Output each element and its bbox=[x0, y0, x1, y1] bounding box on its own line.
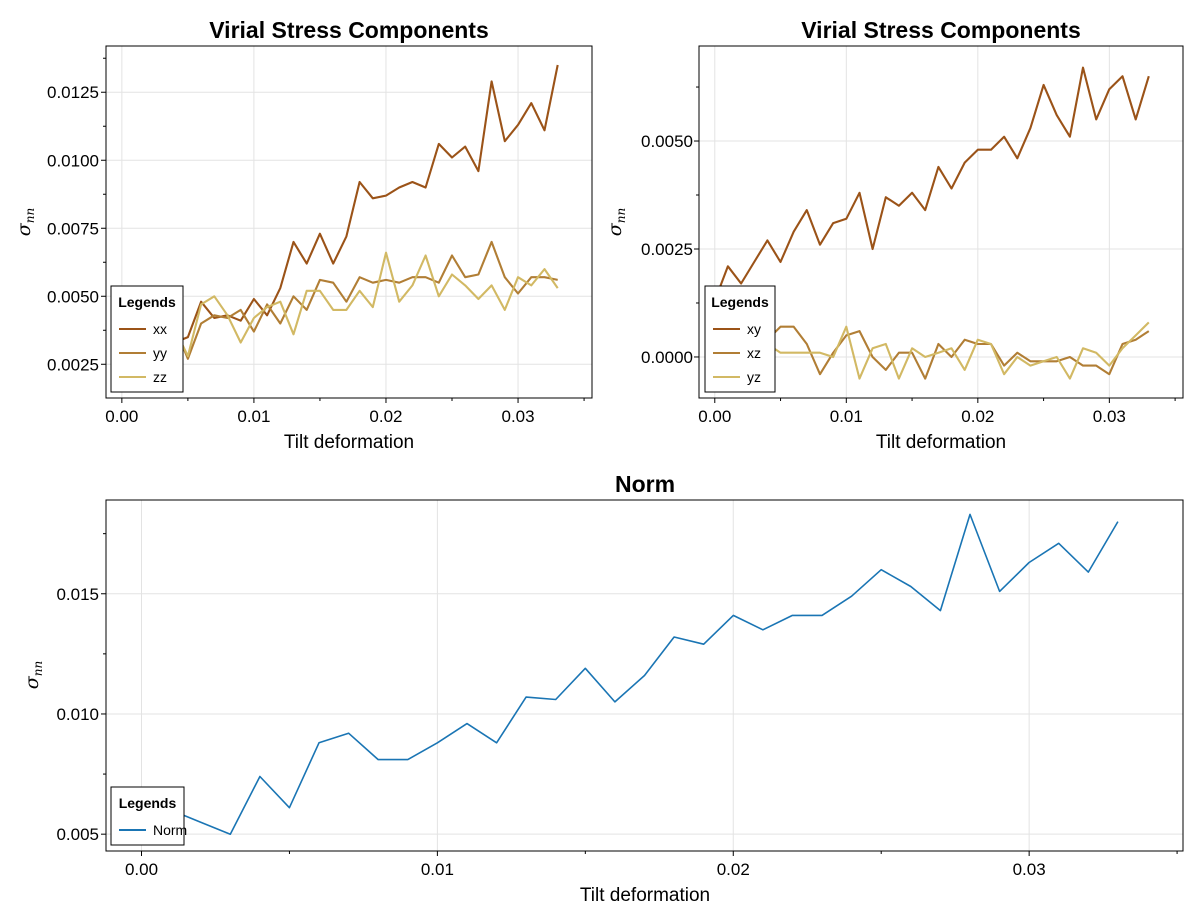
y-tick-label: 0.015 bbox=[56, 585, 99, 604]
legend-label-xz: xz bbox=[747, 345, 761, 361]
legend: Legends xx yy zz bbox=[110, 285, 184, 393]
y-ticks: 0.005 0.010 0.015 bbox=[56, 533, 106, 844]
y-axis-subscript: nn bbox=[31, 661, 45, 676]
y-axis-label: σnn bbox=[604, 208, 628, 236]
y-tick-label: 0.0050 bbox=[641, 132, 693, 151]
legend-label-yz: yz bbox=[747, 369, 761, 385]
x-tick-label: 0.03 bbox=[1013, 860, 1046, 879]
y-tick-label: 0.0075 bbox=[47, 219, 99, 238]
legend-label-xy: xy bbox=[747, 321, 761, 337]
x-tick-label: 0.02 bbox=[717, 860, 750, 879]
x-tick-label: 0.03 bbox=[1093, 407, 1126, 426]
legend-box bbox=[704, 285, 776, 393]
plot-frame bbox=[105, 45, 593, 399]
y-tick-label: 0.0125 bbox=[47, 83, 99, 102]
legend-box bbox=[110, 285, 184, 393]
x-tick-label: 0.02 bbox=[369, 407, 402, 426]
x-tick-label: 0.00 bbox=[105, 407, 138, 426]
series-line-xy bbox=[713, 66, 1150, 302]
y-axis-subscript: nn bbox=[614, 208, 628, 223]
x-ticks: 0.00 0.01 0.02 0.03 bbox=[125, 851, 1178, 879]
series-line-xx bbox=[121, 64, 559, 344]
x-tick-label: 0.03 bbox=[501, 407, 534, 426]
y-axis-label: σnn bbox=[13, 208, 37, 236]
y-axis-subscript: nn bbox=[23, 208, 37, 223]
y-tick-label: 0.0100 bbox=[47, 151, 99, 170]
x-axis-label: Tilt deformation bbox=[284, 432, 414, 453]
legend-box bbox=[110, 786, 185, 846]
x-ticks: 0.00 0.01 0.02 0.03 bbox=[105, 398, 585, 426]
legend-title: Legends bbox=[118, 294, 176, 310]
series-line-zz bbox=[121, 251, 559, 358]
y-tick-label: 0.0025 bbox=[641, 240, 693, 259]
legend-label-xx: xx bbox=[153, 321, 167, 337]
legend: Legends Norm bbox=[110, 786, 187, 846]
legend-label-yy: yy bbox=[153, 345, 167, 361]
chart-2: 0.00 0.01 0.02 0.03 0.0000 0.0025 0.0050 Virial… bbox=[604, 17, 1184, 453]
legend: Legends xy xz yz bbox=[704, 285, 776, 393]
x-tick-label: 0.01 bbox=[421, 860, 454, 879]
chart-title: Virial Stress Components bbox=[209, 17, 489, 43]
y-tick-label: 0.0025 bbox=[47, 355, 99, 374]
y-ticks: 0.0000 0.0025 0.0050 bbox=[641, 86, 699, 367]
series-line-Norm bbox=[141, 513, 1119, 836]
plot-frame bbox=[698, 45, 1184, 399]
legend-title: Legends bbox=[119, 795, 177, 811]
chart-1: 0.00 0.01 0.02 0.03 0.0025 0.0050 0.0075 0.0100… bbox=[13, 17, 593, 453]
legend-title: Legends bbox=[711, 294, 769, 310]
x-axis-label: Tilt deformation bbox=[876, 432, 1006, 453]
y-tick-label: 0.0000 bbox=[641, 348, 693, 367]
series-line-yy bbox=[121, 240, 558, 360]
grid bbox=[106, 500, 1183, 851]
chart-title: Virial Stress Components bbox=[801, 17, 1081, 43]
x-tick-label: 0.01 bbox=[237, 407, 270, 426]
y-tick-label: 0.010 bbox=[56, 705, 99, 724]
y-ticks: 0.0025 0.0050 0.0075 0.0100 0.0125 bbox=[47, 57, 106, 374]
x-tick-label: 0.01 bbox=[830, 407, 863, 426]
y-tick-label: 0.005 bbox=[56, 825, 99, 844]
x-tick-label: 0.00 bbox=[698, 407, 731, 426]
y-axis-symbol: σ bbox=[13, 222, 35, 236]
plot-frame bbox=[105, 499, 1184, 852]
x-axis-label: Tilt deformation bbox=[580, 885, 710, 906]
legend-label-zz: zz bbox=[153, 369, 167, 385]
y-axis-symbol: σ bbox=[21, 675, 43, 689]
y-axis-symbol: σ bbox=[604, 222, 626, 236]
x-tick-label: 0.02 bbox=[961, 407, 994, 426]
y-tick-label: 0.0050 bbox=[47, 287, 99, 306]
series-line-yz bbox=[714, 321, 1150, 380]
chart-3: 0.00 0.01 0.02 0.03 0.005 0.010 0.015 Norm Tilt … bbox=[21, 471, 1184, 906]
x-ticks: 0.00 0.01 0.02 0.03 bbox=[698, 398, 1176, 426]
y-axis-label: σnn bbox=[21, 661, 45, 689]
chart-title: Norm bbox=[615, 471, 675, 497]
x-tick-label: 0.00 bbox=[125, 860, 158, 879]
legend-label-Norm: Norm bbox=[153, 822, 187, 838]
